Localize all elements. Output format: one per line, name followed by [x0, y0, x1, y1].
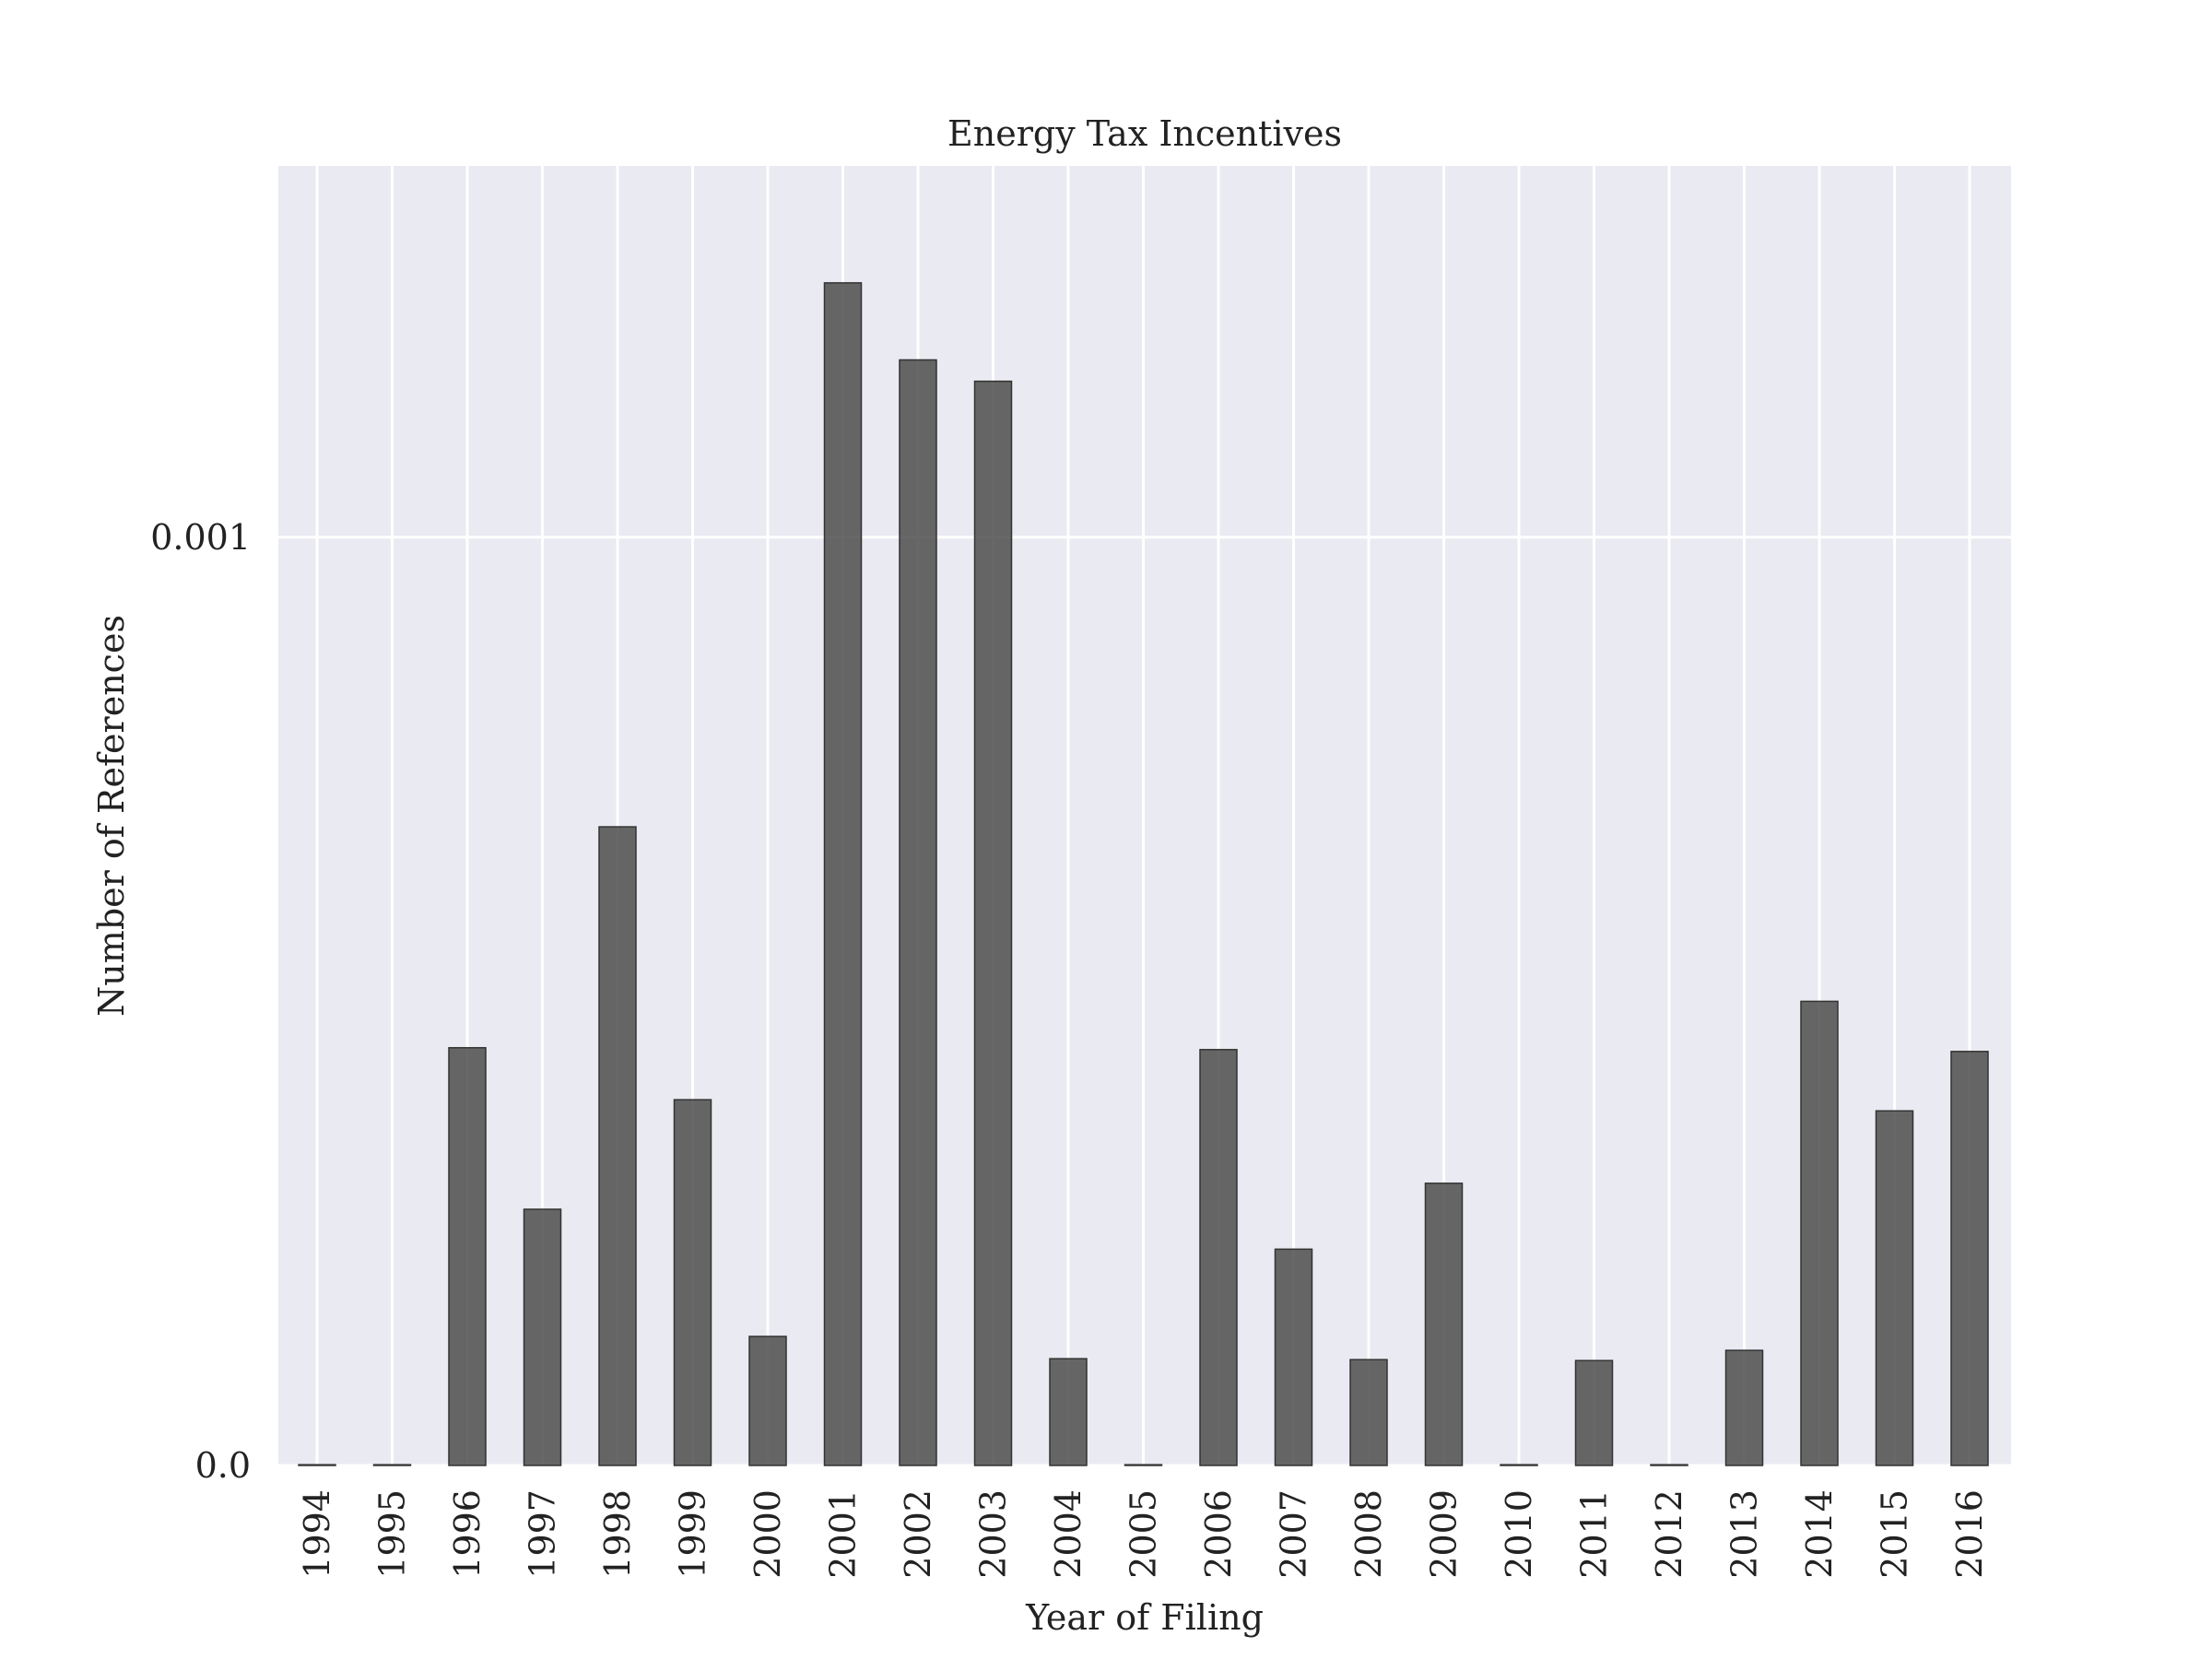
- bar-2004: [1049, 1358, 1088, 1466]
- x-tick-label: 2011: [1574, 1489, 1615, 1579]
- bar-2001: [823, 282, 863, 1466]
- x-tick-label: 1999: [673, 1489, 713, 1579]
- x-tick-label: 2010: [1499, 1489, 1539, 1579]
- bar-2003: [973, 380, 1013, 1466]
- x-tick-label: 1998: [597, 1489, 638, 1579]
- bar-1999: [673, 1099, 712, 1466]
- bar-2015: [1875, 1110, 1914, 1466]
- tick-labels: 1994 1995 1996 1997 1998 1999 2000 2001 2002 2003…: [150, 517, 1990, 1579]
- bar-2000: [748, 1335, 787, 1466]
- x-tick-label: 1997: [523, 1489, 563, 1579]
- bar-2009: [1424, 1182, 1464, 1466]
- x-tick-label: 2003: [973, 1489, 1014, 1579]
- x-tick-label: 2006: [1198, 1489, 1239, 1579]
- bar-2014: [1800, 1000, 1839, 1466]
- bar-2006: [1199, 1049, 1238, 1466]
- bar-2016: [1950, 1051, 1989, 1466]
- bar-2011: [1574, 1359, 1614, 1466]
- x-tick-label: 1996: [447, 1489, 488, 1579]
- x-tick-label: 1994: [297, 1489, 337, 1579]
- x-tick-label: 2012: [1649, 1489, 1689, 1579]
- y-tick-label: 0.0: [195, 1445, 251, 1486]
- y-tick-label: 0.001: [150, 517, 251, 558]
- bar-2013: [1724, 1349, 1764, 1466]
- y-axis-label: Number of References: [91, 615, 132, 1017]
- x-tick-label: 2005: [1124, 1489, 1164, 1579]
- x-tick-label: 2016: [1949, 1489, 1990, 1579]
- x-tick-label: 2000: [747, 1489, 788, 1579]
- x-tick-label: 2002: [898, 1489, 938, 1579]
- x-tick-label: 2009: [1424, 1489, 1465, 1579]
- bar-2008: [1349, 1359, 1388, 1466]
- chart-title: Energy Tax Incentives: [947, 113, 1342, 154]
- x-tick-label: 2008: [1348, 1489, 1389, 1579]
- bar-1997: [523, 1208, 562, 1466]
- x-tick-label: 2004: [1048, 1489, 1088, 1579]
- x-tick-label: 2014: [1799, 1489, 1840, 1579]
- x-tick-label: 2015: [1875, 1489, 1915, 1579]
- x-tick-label: 2013: [1724, 1489, 1765, 1579]
- x-tick-label: 2001: [823, 1489, 864, 1579]
- x-axis-label: Year of Filing: [1025, 1597, 1264, 1638]
- bar-1998: [598, 826, 637, 1466]
- bar-2007: [1274, 1248, 1313, 1466]
- bar-1996: [448, 1047, 487, 1466]
- bar-2002: [899, 359, 937, 1466]
- x-tick-label: 1995: [372, 1489, 413, 1579]
- bars: [298, 282, 1989, 1466]
- x-tick-label: 2007: [1274, 1489, 1314, 1579]
